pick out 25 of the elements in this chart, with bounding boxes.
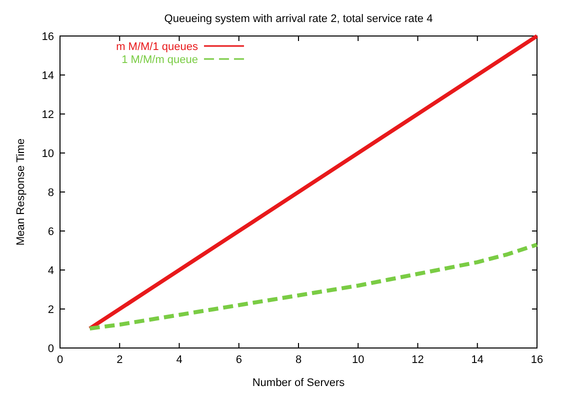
line-series bbox=[88, 34, 539, 330]
y-axis-title: Mean Response Time bbox=[15, 138, 27, 246]
x-tick-label: 10 bbox=[352, 354, 364, 366]
y-tick-label: 8 bbox=[48, 187, 54, 199]
y-tick-label: 12 bbox=[42, 109, 54, 121]
x-tick-label: 16 bbox=[530, 354, 544, 366]
legend-label: m M/M/1 queues bbox=[116, 41, 198, 53]
x-tick-label: 6 bbox=[236, 354, 242, 366]
x-tick-label: 14 bbox=[471, 354, 484, 366]
line-series bbox=[88, 242, 539, 330]
x-tick-label: 0 bbox=[56, 354, 64, 366]
y-tick-label: 6 bbox=[48, 226, 54, 238]
legend-label: 1 M/M/m queue bbox=[122, 54, 198, 66]
y-tick-label: 0 bbox=[48, 343, 54, 355]
y-tick-label: 14 bbox=[42, 70, 54, 82]
y-tick-label: 4 bbox=[48, 265, 54, 277]
x-tick-label: 12 bbox=[412, 354, 424, 366]
x-axis-title: Number of Servers bbox=[252, 377, 346, 389]
y-tick-label: 2 bbox=[48, 304, 54, 316]
y-tick-label: 16 bbox=[42, 31, 54, 43]
chart-title: Queueing system with arrival rate 2, total service rate 4 bbox=[164, 13, 433, 25]
x-tick-label: 4 bbox=[176, 354, 182, 366]
x-tick-label: 8 bbox=[295, 354, 302, 366]
y-tick-label: 10 bbox=[42, 148, 54, 160]
x-tick-label: 2 bbox=[116, 354, 123, 366]
